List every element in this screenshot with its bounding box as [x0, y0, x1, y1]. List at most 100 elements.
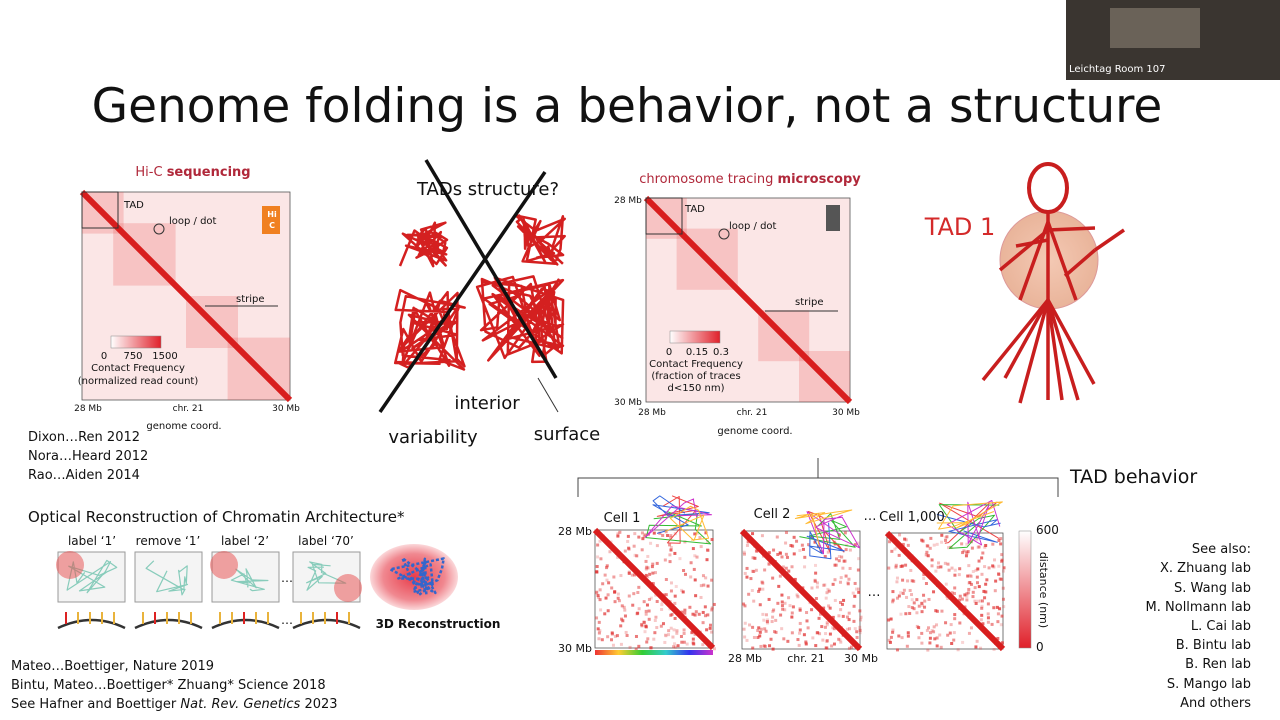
heatmap-pixel: [705, 540, 709, 544]
heatmap-pixel: [613, 634, 617, 638]
heatmap-pixel: [1000, 559, 1004, 563]
heatmap-pixel: [669, 534, 673, 538]
heatmap-pixel: [710, 608, 714, 612]
heatmap-pixel: [595, 590, 599, 594]
heatmap-pixel: [694, 594, 698, 598]
heatmap-pixel: [977, 585, 981, 589]
heatmap-pixel: [953, 586, 957, 590]
heatmap-pixel: [640, 548, 644, 552]
heatmap-pixel: [915, 611, 919, 615]
heatmap-pixel: [648, 572, 652, 576]
heatmap-pixel: [980, 613, 984, 617]
heatmap-pixel: [926, 544, 930, 548]
heatmap-pixel: [760, 580, 764, 584]
heatmap-pixel: [946, 596, 950, 600]
heatmap-pixel: [619, 574, 623, 578]
heatmap-pixel: [962, 549, 966, 553]
spot: [334, 574, 362, 602]
heatmap-pixel: [814, 563, 818, 567]
heatmap-pixel: [704, 576, 708, 580]
chromatin: [306, 561, 347, 591]
heatmap-pixel: [825, 623, 829, 627]
heatmap-pixel: [800, 543, 804, 547]
map-label: TAD: [684, 204, 705, 215]
ellipsis: …: [281, 613, 293, 627]
heatmap-pixel: [840, 555, 844, 559]
heatmap-pixel: [674, 584, 678, 588]
heatmap-pixel: [632, 544, 636, 548]
heatmap-pixel: [894, 563, 898, 567]
chromatin: [938, 504, 1000, 549]
heatmap-pixel: [752, 635, 756, 639]
heatmap-pixel: [840, 602, 844, 606]
heatmap-pixel: [763, 627, 767, 631]
heatmap-pixel: [828, 606, 832, 610]
heatmap-pixel: [912, 579, 916, 583]
colorbar-title: Contact Frequency: [649, 359, 743, 370]
heatmap-pixel: [813, 579, 817, 583]
heatmap-pixel: [798, 549, 802, 553]
heatmap-pixel: [848, 548, 852, 552]
heatmap-pixel: [889, 635, 893, 639]
heatmap-pixel: [924, 582, 928, 586]
map-label: loop / dot: [729, 221, 777, 232]
map-label: stripe: [236, 294, 265, 305]
heatmap-pixel: [838, 601, 842, 605]
heatmap-pixel: [701, 610, 705, 614]
heatmap-pixel: [680, 588, 684, 592]
heatmap-pixel: [743, 571, 747, 575]
heatmap-pixel: [853, 543, 857, 547]
heatmap-pixel: [685, 642, 689, 646]
tad-box: [81, 191, 119, 229]
heatmap-pixel: [619, 624, 623, 628]
heatmap-diagonal: [592, 527, 716, 651]
lab: And others: [1180, 696, 1251, 711]
title-part: Hi-C: [135, 165, 166, 180]
heatmap-pixel: [606, 593, 610, 597]
heatmap-pixel: [1000, 614, 1004, 618]
heatmap-pixel: [928, 636, 932, 640]
heatmap-pixel: [658, 531, 662, 535]
chromatin: [644, 498, 713, 538]
reference: Dixon…Ren 2012: [28, 430, 140, 445]
heatmap-pixel: [633, 573, 637, 577]
heatmap-pixel: [984, 590, 988, 594]
heatmap-pixel: [791, 544, 795, 548]
heatmap-pixel: [815, 581, 819, 585]
heatmap-pixel: [608, 550, 612, 554]
heatmap-pixel: [828, 632, 832, 636]
heatmap-pixel: [843, 531, 847, 535]
heatmap-pixel: [797, 643, 801, 647]
heatmap-pixel: [708, 623, 712, 627]
heatmap-pixel: [824, 646, 828, 650]
heatmap-pixel: [636, 591, 640, 595]
citation-part: Nat. Rev. Genetics: [180, 697, 300, 712]
heatmap-pixel: [924, 553, 928, 557]
heatmap-pixel: [647, 617, 651, 621]
heatmap-pixel: [651, 571, 655, 575]
orca-strand: [134, 618, 203, 630]
see-also-title: See also:: [1192, 542, 1251, 557]
heatmap-pixel: [998, 607, 1002, 611]
heatmap-pixel: [983, 565, 987, 569]
heatmap-pixel: [598, 598, 602, 602]
heatmap-pixel: [626, 539, 630, 543]
heatmap-pixel: [814, 597, 818, 601]
heatmap-pixel: [813, 540, 817, 544]
heatmap-pixel: [984, 543, 988, 547]
heatmap-pixel: [935, 644, 939, 648]
heatmap-pixel: [852, 604, 856, 608]
heatmap-pixel: [817, 616, 821, 620]
spot: [210, 551, 238, 579]
heatmap-pixel: [926, 554, 930, 558]
heatmap-pixel: [895, 576, 899, 580]
heatmap-pixel: [781, 565, 785, 569]
heatmap-pixel: [804, 642, 808, 646]
heatmap-pixel: [974, 645, 978, 649]
heatmap-pixel: [613, 590, 617, 594]
heatmap-pixel: [894, 565, 898, 569]
heatmap-pixel: [975, 537, 979, 541]
heatmap-pixel: [837, 554, 841, 558]
heatmap-pixel: [649, 541, 653, 545]
heatmap-pixel: [973, 586, 977, 590]
